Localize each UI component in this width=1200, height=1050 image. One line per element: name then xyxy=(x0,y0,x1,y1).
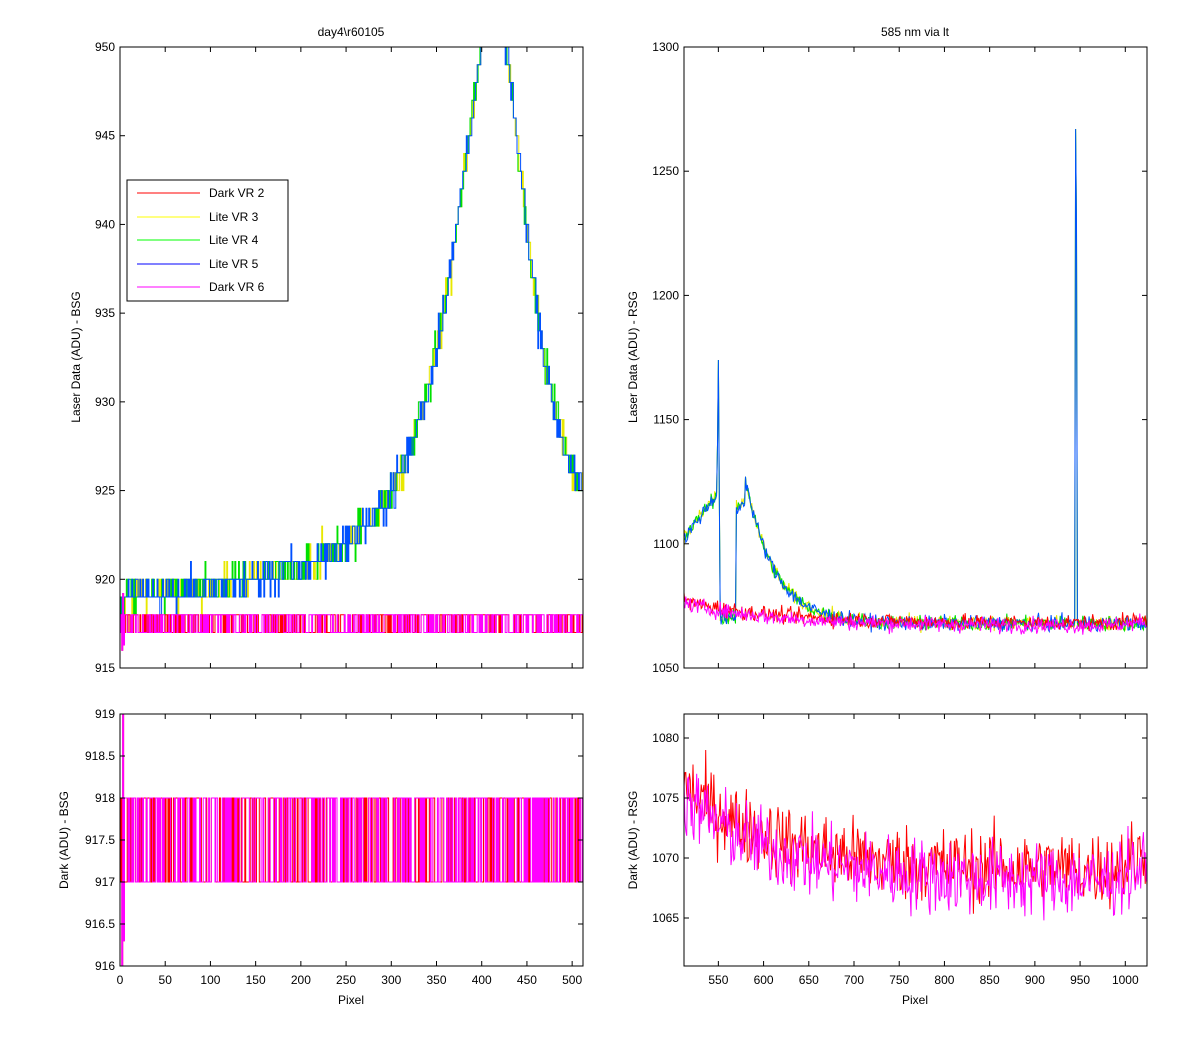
x-tick-label: 750 xyxy=(889,973,909,987)
x-tick-label: 500 xyxy=(562,973,582,987)
y-tick-label: 940 xyxy=(95,217,115,231)
series-line-dark6 xyxy=(120,714,583,966)
legend-entry: Dark VR 2 xyxy=(137,186,265,200)
y-tick-label: 1200 xyxy=(652,288,679,302)
panel-bottom-left-plot: 916 916.5 917 917.5 918 918.5 919 0 50 100 150 200 2… xyxy=(85,707,584,987)
y-tick-label: 917 xyxy=(95,875,115,889)
panel-bottom-right-plot: 1065 1070 1075 1080 550 600 650 700 750 800 850 900… xyxy=(652,713,1148,987)
y-tick-label: 1070 xyxy=(652,851,679,865)
series-line-dark6 xyxy=(684,773,1147,921)
x-tick-label: 0 xyxy=(117,973,124,987)
panel-top-left: day4\r60105 Laser Data (ADU) - BSG 915 92… xyxy=(69,25,584,675)
y-tick-label: 920 xyxy=(95,572,115,586)
x-tick-label: 400 xyxy=(472,973,492,987)
series-group xyxy=(684,128,1147,635)
legend-entry: Lite VR 5 xyxy=(137,257,259,271)
y-tick-label: 1100 xyxy=(653,537,679,551)
x-tick-label: 800 xyxy=(934,973,954,987)
y-tick-label: 930 xyxy=(95,395,115,409)
panel-top-right: 585 nm via lt Laser Data (ADU) - RSG 105… xyxy=(626,25,1148,675)
x-tick-label: 550 xyxy=(708,973,728,987)
y-tick-label: 916.5 xyxy=(85,917,115,931)
panel-top-left-plot: 915 920 925 930 935 940 945 950 xyxy=(95,40,584,675)
legend-label: Dark VR 6 xyxy=(209,280,265,294)
y-tick-label: 917.5 xyxy=(85,833,115,847)
y-tick-label: 918.5 xyxy=(85,749,115,763)
series-group xyxy=(120,47,583,651)
x-tick-label: 1000 xyxy=(1112,973,1139,987)
y-tick-label: 1065 xyxy=(652,911,679,925)
x-tick-label: 700 xyxy=(844,973,864,987)
legend-label: Lite VR 3 xyxy=(209,210,259,224)
x-tick-label: 350 xyxy=(426,973,446,987)
legend: Dark VR 2 Lite VR 3 Lite VR 4 Lite VR 5 … xyxy=(126,179,289,302)
x-tick-label: 100 xyxy=(200,973,220,987)
y-tick-label: 915 xyxy=(95,661,115,675)
x-tick-label: 850 xyxy=(980,973,1000,987)
panel-bottom-right: Dark (ADU) - RSG Pixel 1065 1070 1075 1080 5… xyxy=(626,713,1148,1007)
x-tick-label: 450 xyxy=(517,973,537,987)
panel-bottom-left: Dark (ADU) - BSG Pixel 916916.5917917.59… xyxy=(57,707,584,1007)
panel-top-right-title: 585 nm via lt xyxy=(881,25,950,39)
legend-label: Lite VR 5 xyxy=(209,257,259,271)
x-tick-label: 150 xyxy=(246,973,266,987)
legend-label: Lite VR 4 xyxy=(209,233,259,247)
panel-top-right-plot: 1050 1100 1150 1200 1250 1300 xyxy=(652,40,1148,675)
legend-entry: Dark VR 6 xyxy=(137,280,265,294)
series-line-dark6 xyxy=(120,593,583,651)
y-tick-label: 919 xyxy=(95,707,115,721)
y-tick-label: 1150 xyxy=(653,413,679,427)
x-tick-label: 200 xyxy=(291,973,311,987)
x-tick-label: 600 xyxy=(754,973,774,987)
axes-box xyxy=(683,713,1148,967)
panel-bottom-left-xlabel: Pixel xyxy=(338,993,364,1007)
y-tick-label: 918 xyxy=(95,791,115,805)
y-tick-label: 1300 xyxy=(652,40,679,54)
x-tick-label: 650 xyxy=(799,973,819,987)
legend-entry: Lite VR 3 xyxy=(137,210,259,224)
x-tick-label: 900 xyxy=(1025,973,1045,987)
series-line-lite5 xyxy=(684,128,1147,634)
y-tick-label: 1075 xyxy=(652,791,679,805)
y-tick-label: 1050 xyxy=(652,661,679,675)
legend-entry: Lite VR 4 xyxy=(137,233,259,247)
panel-top-left-ylabel: Laser Data (ADU) - BSG xyxy=(69,291,83,422)
series-group xyxy=(120,714,583,966)
series-line-lite5 xyxy=(120,47,583,616)
panel-bottom-left-ylabel: Dark (ADU) - BSG xyxy=(57,791,71,889)
axes-box xyxy=(683,46,1148,669)
x-tick-label: 50 xyxy=(159,973,173,987)
y-tick-label: 1080 xyxy=(652,731,679,745)
y-tick-label: 916 xyxy=(95,959,115,973)
x-tick-label: 250 xyxy=(336,973,356,987)
panel-bottom-right-xlabel: Pixel xyxy=(902,993,928,1007)
panel-bottom-right-ylabel: Dark (ADU) - RSG xyxy=(626,791,640,890)
y-tick-label: 925 xyxy=(95,484,115,498)
panel-top-left-title: day4\r60105 xyxy=(318,25,385,39)
y-tick-label: 945 xyxy=(95,129,115,143)
x-tick-label: 950 xyxy=(1070,973,1090,987)
x-tick-label: 300 xyxy=(381,973,401,987)
y-tick-label: 935 xyxy=(95,306,115,320)
axes-box xyxy=(119,46,584,669)
y-tick-label: 1250 xyxy=(652,164,679,178)
panel-top-right-ylabel: Laser Data (ADU) - RSG xyxy=(626,291,640,423)
series-group xyxy=(684,749,1147,921)
y-tick-label: 950 xyxy=(95,40,115,54)
series-line-dark6 xyxy=(684,596,1147,635)
legend-label: Dark VR 2 xyxy=(209,186,265,200)
